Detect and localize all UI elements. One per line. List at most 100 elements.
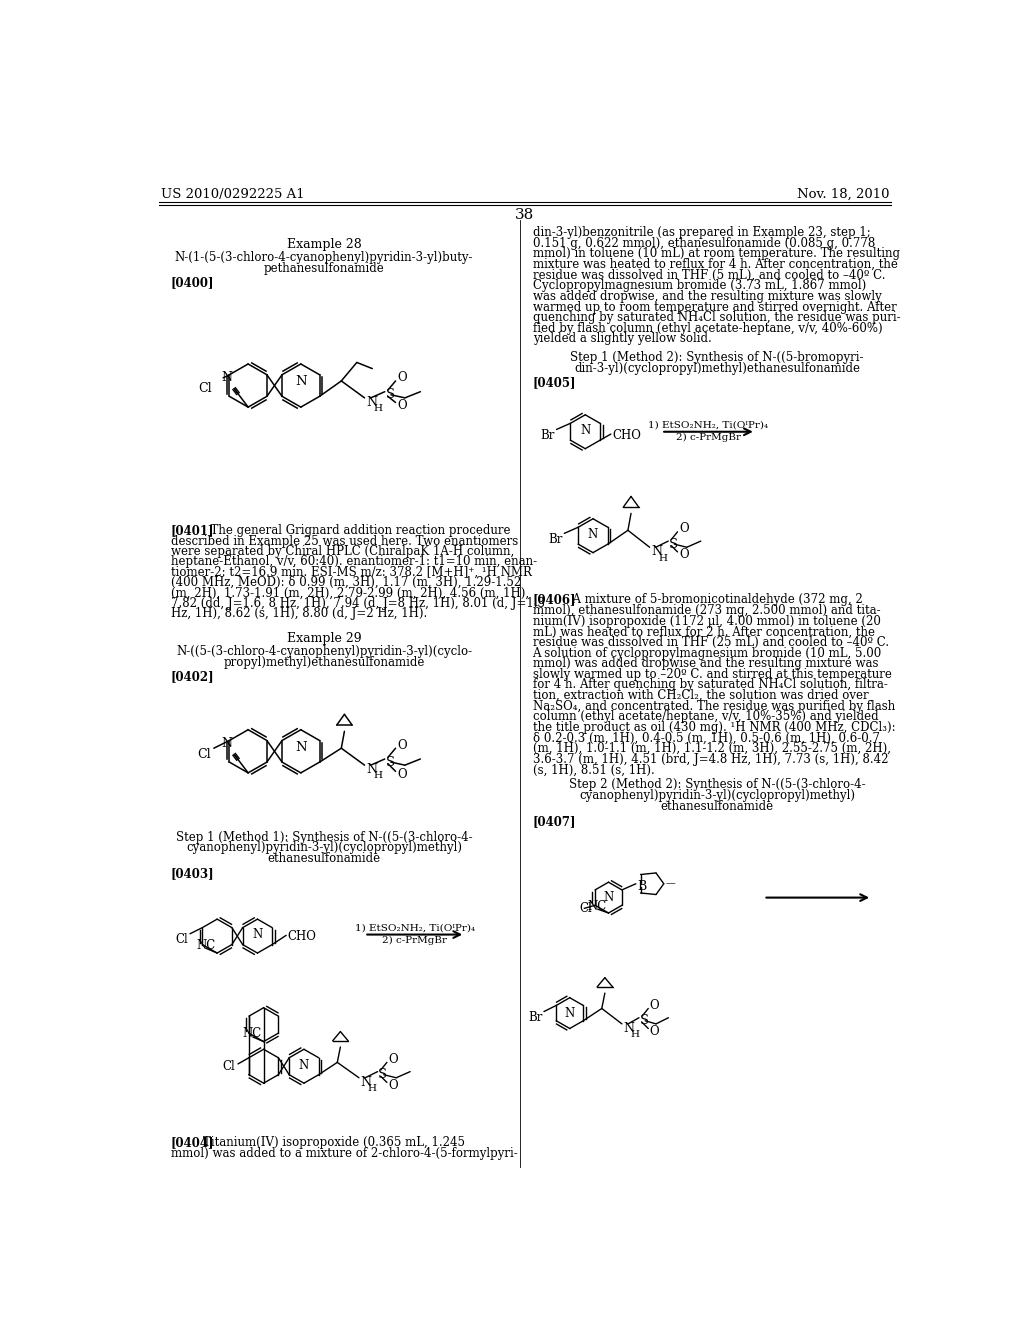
Text: Cl: Cl	[222, 1060, 234, 1073]
Text: cyanophenyl)pyridin-3-yl)(cyclopropyl)methyl): cyanophenyl)pyridin-3-yl)(cyclopropyl)me…	[186, 841, 462, 854]
Text: [0404]: [0404]	[171, 1137, 214, 1150]
Text: N: N	[252, 928, 262, 941]
Text: pethanesulfonamide: pethanesulfonamide	[264, 261, 384, 275]
Text: Example 28: Example 28	[287, 238, 361, 251]
Text: O: O	[388, 1053, 398, 1065]
Text: mixture was heated to reflux for 4 h. After concentration, the: mixture was heated to reflux for 4 h. Af…	[532, 257, 897, 271]
Text: N-((5-(3-chloro-4-cyanophenyl)pyridin-3-yl)(cyclo-: N-((5-(3-chloro-4-cyanophenyl)pyridin-3-…	[176, 645, 472, 659]
Text: A mixture of 5-bromonicotinaldehyde (372 mg, 2: A mixture of 5-bromonicotinaldehyde (372…	[565, 594, 863, 606]
Text: H: H	[368, 1084, 377, 1093]
Text: N: N	[295, 375, 306, 388]
Text: Cl: Cl	[176, 933, 188, 946]
Text: B: B	[637, 880, 647, 894]
Text: O: O	[397, 399, 407, 412]
Text: Cyclopropylmagnesium bromide (3.73 mL, 1.867 mmol): Cyclopropylmagnesium bromide (3.73 mL, 1…	[532, 280, 866, 292]
Text: H: H	[373, 404, 382, 413]
Text: residue was dissolved in THF (5 mL), and cooled to –40º C.: residue was dissolved in THF (5 mL), and…	[532, 269, 885, 281]
Text: N: N	[221, 371, 231, 384]
Text: 7.82 (dd, J=1.6, 8 Hz, 1H), 7.94 (d, J=8 Hz, 1H), 8.01 (d, J=1.3: 7.82 (dd, J=1.6, 8 Hz, 1H), 7.94 (d, J=8…	[171, 597, 545, 610]
Text: [0407]: [0407]	[532, 816, 577, 828]
Text: nium(IV) isopropoxide (1172 μl, 4.00 mmol) in toluene (20: nium(IV) isopropoxide (1172 μl, 4.00 mmo…	[532, 615, 881, 628]
Text: O: O	[397, 739, 407, 751]
Text: tiomer-2: t2=16.9 min. ESI-MS m/z: 378.2 [M+H]⁺, ¹H NMR: tiomer-2: t2=16.9 min. ESI-MS m/z: 378.2…	[171, 566, 531, 578]
Text: Nov. 18, 2010: Nov. 18, 2010	[797, 187, 889, 201]
Text: 38: 38	[515, 209, 535, 222]
Text: US 2010/0292225 A1: US 2010/0292225 A1	[161, 187, 304, 201]
Text: Example 29: Example 29	[287, 632, 361, 645]
Text: fied by flash column (ethyl acetate-heptane, v/v, 40%-60%): fied by flash column (ethyl acetate-hept…	[532, 322, 882, 335]
Text: H: H	[658, 553, 668, 562]
Text: mmol) in toluene (10 mL) at room temperature. The resulting: mmol) in toluene (10 mL) at room tempera…	[532, 247, 899, 260]
Text: N: N	[651, 545, 663, 558]
Text: N: N	[603, 891, 613, 904]
Text: Br: Br	[541, 429, 555, 442]
Text: N-(1-(5-(3-chloro-4-cyanophenyl)pyridin-3-yl)buty-: N-(1-(5-(3-chloro-4-cyanophenyl)pyridin-…	[175, 251, 473, 264]
Text: Cl: Cl	[580, 902, 592, 915]
Text: residue was dissolved in THF (25 mL) and cooled to –40º C.: residue was dissolved in THF (25 mL) and…	[532, 636, 889, 649]
Text: Titanium(IV) isopropoxide (0.365 mL, 1.245: Titanium(IV) isopropoxide (0.365 mL, 1.2…	[203, 1137, 465, 1150]
Text: propyl)methyl)ethanesulfonamide: propyl)methyl)ethanesulfonamide	[223, 656, 425, 669]
Text: din-3-yl)benzonitrile (as prepared in Example 23, step 1;: din-3-yl)benzonitrile (as prepared in Ex…	[532, 226, 870, 239]
Text: A solution of cyclopropylmagnesium bromide (10 mL, 5.00: A solution of cyclopropylmagnesium bromi…	[532, 647, 882, 660]
Text: O: O	[650, 999, 659, 1012]
Text: S: S	[669, 537, 678, 550]
Text: O: O	[650, 1026, 659, 1038]
Text: column (ethyl acetate/heptane, v/v, 10%-35%) and yielded: column (ethyl acetate/heptane, v/v, 10%-…	[532, 710, 879, 723]
Text: [0401]: [0401]	[171, 524, 214, 537]
Text: H: H	[373, 771, 382, 780]
Text: was added dropwise, and the resulting mixture was slowly: was added dropwise, and the resulting mi…	[532, 290, 882, 302]
Text: CHO: CHO	[288, 931, 316, 944]
Text: S: S	[385, 755, 394, 768]
Text: N: N	[295, 741, 306, 754]
Text: δ 0.2-0.3 (m, 1H), 0.4-0.5 (m, 1H), 0.5-0.6 (m, 1H), 0.6-0.7: δ 0.2-0.3 (m, 1H), 0.4-0.5 (m, 1H), 0.5-…	[532, 731, 880, 744]
Text: NC: NC	[197, 939, 216, 952]
Text: (400 MHz, MeOD): δ 0.99 (m, 3H), 1.17 (m, 3H), 1.29-1.52: (400 MHz, MeOD): δ 0.99 (m, 3H), 1.17 (m…	[171, 576, 521, 589]
Text: Br: Br	[528, 1011, 543, 1024]
Text: ethanesulfonamide: ethanesulfonamide	[660, 800, 773, 813]
Text: [0402]: [0402]	[171, 671, 214, 684]
Text: Step 1 (Method 1): Synthesis of N-((5-(3-chloro-4-: Step 1 (Method 1): Synthesis of N-((5-(3…	[176, 830, 472, 843]
Text: [0405]: [0405]	[532, 376, 577, 389]
Text: 3.6-3.7 (m, 1H), 4.51 (brd, J=4.8 Hz, 1H), 7.73 (s, 1H), 8.42: 3.6-3.7 (m, 1H), 4.51 (brd, J=4.8 Hz, 1H…	[532, 752, 888, 766]
Text: yielded a slightly yellow solid.: yielded a slightly yellow solid.	[532, 333, 712, 346]
Text: NC: NC	[588, 900, 607, 913]
Text: CHO: CHO	[612, 429, 641, 442]
Text: [0406]: [0406]	[532, 594, 577, 606]
Text: N: N	[588, 528, 598, 541]
Text: N: N	[367, 763, 377, 776]
Text: S: S	[385, 388, 394, 401]
Text: mL) was heated to reflux for 2 h. After concentration, the: mL) was heated to reflux for 2 h. After …	[532, 626, 874, 639]
Text: O: O	[679, 523, 689, 536]
Text: (s, 1H), 8.51 (s, 1H).: (s, 1H), 8.51 (s, 1H).	[532, 763, 654, 776]
Text: Br: Br	[549, 533, 563, 546]
Text: described in Example 25 was used here. Two enantiomers: described in Example 25 was used here. T…	[171, 535, 518, 548]
Text: N: N	[299, 1059, 309, 1072]
Text: [0400]: [0400]	[171, 276, 214, 289]
Text: Step 2 (Method 2): Synthesis of N-((5-(3-chloro-4-: Step 2 (Method 2): Synthesis of N-((5-(3…	[568, 779, 865, 791]
Text: quenching by saturated NH₄Cl solution, the residue was puri-: quenching by saturated NH₄Cl solution, t…	[532, 312, 900, 325]
Text: 2) c-PrMgBr: 2) c-PrMgBr	[382, 936, 447, 945]
Text: Cl: Cl	[199, 381, 212, 395]
Text: O: O	[397, 371, 407, 384]
Text: mmol), ethanesulfonamide (273 mg, 2.500 mmol) and tita-: mmol), ethanesulfonamide (273 mg, 2.500 …	[532, 605, 881, 616]
Text: N: N	[221, 737, 231, 750]
Text: S: S	[640, 1014, 649, 1027]
Text: tion, extraction with CH₂Cl₂, the solution was dried over: tion, extraction with CH₂Cl₂, the soluti…	[532, 689, 868, 702]
Text: O: O	[397, 768, 407, 781]
Text: N: N	[624, 1022, 635, 1035]
Text: Na₂SO₄, and concentrated. The residue was purified by flash: Na₂SO₄, and concentrated. The residue wa…	[532, 700, 895, 713]
Text: NC: NC	[243, 1027, 262, 1040]
Text: H: H	[631, 1030, 639, 1039]
Text: O: O	[388, 1078, 398, 1092]
Text: Cl: Cl	[197, 748, 211, 760]
Text: cyanophenyl)pyridin-3-yl)(cyclopropyl)methyl): cyanophenyl)pyridin-3-yl)(cyclopropyl)me…	[579, 789, 855, 803]
Text: N: N	[564, 1007, 574, 1020]
Text: the title product as oil (430 mg). ¹H NMR (400 MHz, CDCl₃):: the title product as oil (430 mg). ¹H NM…	[532, 721, 895, 734]
Text: (m, 2H), 1.73-1.91 (m, 2H), 2.79-2.99 (m, 2H), 4.56 (m, 1H),: (m, 2H), 1.73-1.91 (m, 2H), 2.79-2.99 (m…	[171, 586, 528, 599]
Text: warmed up to room temperature and stirred overnight. After: warmed up to room temperature and stirre…	[532, 301, 896, 314]
Text: S: S	[378, 1068, 387, 1081]
Text: mmol) was added to a mixture of 2-chloro-4-(5-formylpyri-: mmol) was added to a mixture of 2-chloro…	[171, 1147, 517, 1160]
Text: 2) c-PrMgBr: 2) c-PrMgBr	[676, 433, 741, 442]
Text: Step 1 (Method 2): Synthesis of N-((5-bromopyri-: Step 1 (Method 2): Synthesis of N-((5-br…	[570, 351, 864, 364]
Text: —: —	[666, 879, 675, 888]
